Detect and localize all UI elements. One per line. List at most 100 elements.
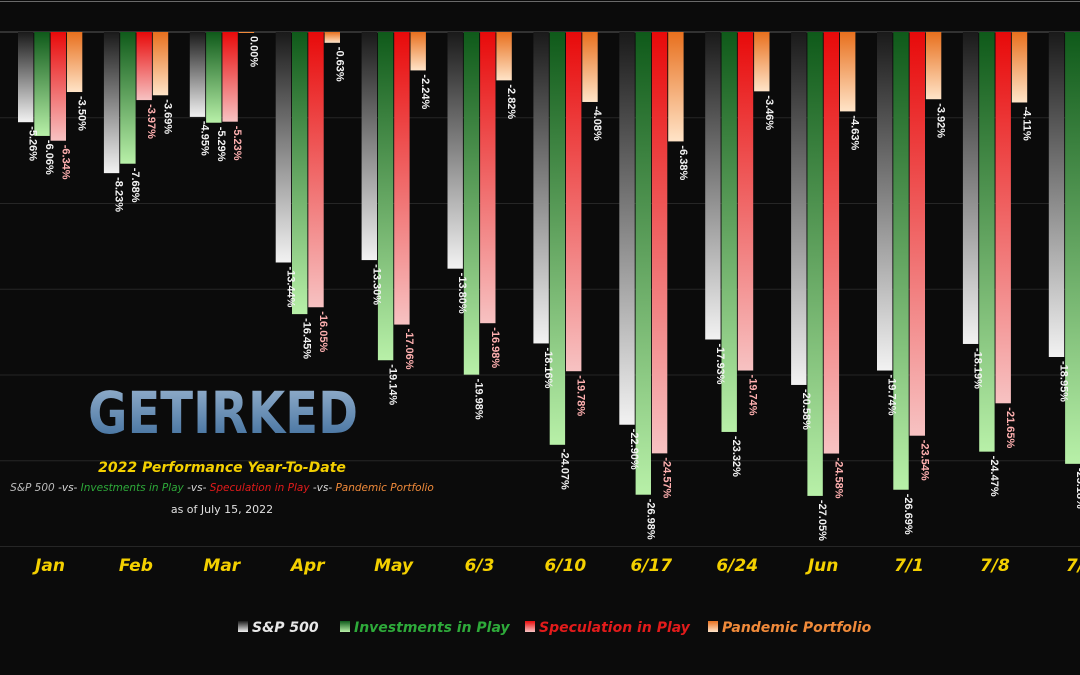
data-label: -6.38% (677, 145, 689, 180)
bar (1065, 32, 1080, 464)
legend-label: S&P 500 (252, 620, 319, 636)
data-label: -21.65% (1004, 407, 1016, 448)
data-label: -24.57% (661, 457, 673, 498)
data-label: -6.34% (59, 145, 71, 180)
bar (275, 32, 292, 263)
bar (754, 32, 770, 92)
bar (206, 32, 222, 123)
data-label: -24.47% (988, 456, 1000, 497)
category-label: 6/3 (465, 556, 495, 576)
subtitle-speculation: Speculation in Play (210, 482, 311, 494)
chart-subtitle: S&P 500 -vs- Investments in Play -vs- Sp… (10, 482, 434, 494)
bar (308, 32, 324, 308)
data-label: -3.50% (76, 96, 88, 131)
data-label: -3.69% (162, 99, 174, 134)
data-label: -16.98% (489, 327, 501, 368)
data-label: -19.78% (575, 375, 587, 416)
bar (737, 32, 754, 371)
data-label: -3.92% (935, 103, 947, 138)
data-label: -19.98% (473, 379, 485, 420)
bar (962, 32, 979, 344)
data-label: -17.93% (714, 343, 726, 384)
bar (152, 32, 169, 96)
category-label: Feb (119, 556, 153, 576)
data-label: -18.19% (972, 348, 984, 389)
category-label: 7/1 (1066, 556, 1080, 576)
legend-swatch (340, 621, 350, 632)
bar (582, 32, 598, 102)
bar (292, 32, 308, 315)
data-label: -16.45% (301, 318, 313, 359)
bar (410, 32, 426, 71)
bar (791, 32, 807, 385)
subtitle-pandemic: Pandemic Portfolio (335, 482, 433, 494)
category-label: 6/10 (545, 556, 587, 576)
legend-label: Speculation in Play (539, 620, 691, 636)
bar (120, 32, 136, 164)
bar (238, 32, 255, 33)
bar (103, 32, 120, 174)
data-label: -20.58% (800, 389, 812, 430)
legend-swatch (708, 621, 718, 632)
category-labels-layer: Jan Feb Mar Apr May 6/3 6/10 6/17 6/24 Jun 7/1 7/8 7… (32, 556, 1080, 576)
legend: S&P 500 Investments in Play Speculation in… (238, 620, 872, 636)
bars-layer (18, 32, 1080, 496)
data-label: -6.06% (43, 140, 55, 175)
data-label: -17.06% (403, 329, 415, 370)
subtitle-vs-3: -vs- (310, 482, 336, 494)
data-label: -2.24% (419, 74, 431, 109)
bar (324, 32, 340, 43)
bar (496, 32, 512, 81)
subtitle-vs-1: -vs- (55, 482, 81, 494)
bar (925, 32, 942, 100)
data-label: -23.54% (918, 440, 930, 481)
data-label: -0.63% (333, 47, 345, 82)
bar (189, 32, 206, 117)
bar (394, 32, 410, 325)
data-label: -27.05% (816, 500, 828, 541)
data-label: -22.90% (628, 429, 640, 470)
value-labels-layer: -5.26% -6.06% -6.34% -3.50% -8.23% -7.68% -3.9… (27, 36, 1080, 541)
data-label: -4.08% (591, 106, 603, 141)
data-label: -13.80% (456, 273, 468, 314)
bar (533, 32, 549, 344)
data-label: 0.00% (247, 36, 259, 67)
subtitle-investments: Investments in Play (81, 482, 185, 494)
data-label: -25.18% (1074, 468, 1080, 509)
data-label: -7.68% (129, 168, 141, 203)
bar (619, 32, 635, 425)
data-label: -19.14% (387, 364, 399, 405)
logo-text: GETIRKED (88, 379, 358, 447)
data-label: -5.23% (231, 126, 243, 161)
legend-label: Pandemic Portfolio (722, 620, 872, 636)
bar (463, 32, 480, 375)
bar (893, 32, 909, 490)
bar (222, 32, 238, 122)
bar (1011, 32, 1028, 103)
bar (136, 32, 152, 101)
bar (995, 32, 1011, 404)
bar (651, 32, 668, 454)
bar (18, 32, 34, 123)
logo: GETIRKED (88, 379, 358, 447)
category-label: May (374, 556, 414, 576)
data-label: -16.05% (317, 311, 329, 352)
bar (549, 32, 566, 445)
category-label: 6/24 (716, 556, 758, 576)
legend-swatch (525, 621, 535, 632)
bar (705, 32, 721, 340)
bar (635, 32, 651, 495)
category-label: 6/17 (630, 556, 672, 576)
data-label: -24.58% (832, 458, 844, 499)
bar (566, 32, 582, 372)
category-label: Jun (805, 556, 839, 576)
subtitle-sp500: S&P 500 (10, 482, 55, 494)
data-label: -3.46% (763, 95, 775, 130)
data-label: -2.82% (505, 84, 517, 119)
data-label: -8.23% (113, 177, 125, 212)
bar (361, 32, 377, 261)
bar (877, 32, 893, 371)
data-label: -3.97% (145, 104, 157, 139)
